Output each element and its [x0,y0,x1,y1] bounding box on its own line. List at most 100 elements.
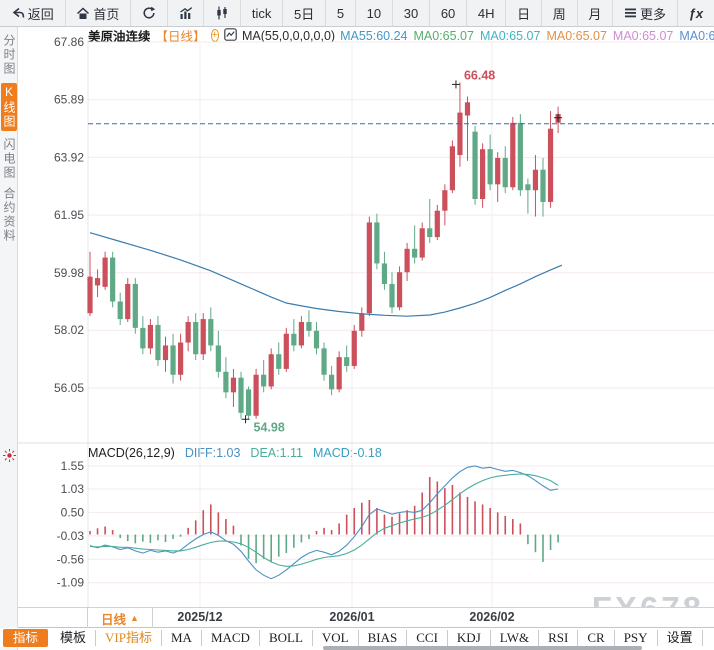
low-annotation: 54.98 [254,420,285,434]
period-badge: 【日线】 [155,30,206,43]
ma-legend-value: MA0:65.07 [546,28,607,43]
toolbar-item-week[interactable]: 周 [542,0,578,26]
tab-CCI[interactable]: CCI [407,629,448,646]
toolbar-item-back[interactable]: 返回 [0,0,66,26]
macd-axis-tick: -0.03 [57,529,85,543]
tab-模板[interactable]: 模板 [51,629,97,646]
tab-指标[interactable]: 指标 [3,628,49,647]
tab-MACD[interactable]: MACD [202,629,260,646]
candle-body [102,257,108,287]
toolbar-item-label: 周 [552,6,566,22]
macd-axis-tick: -1.09 [57,576,85,590]
tab-设置[interactable]: 设置 [658,629,703,646]
candle-body [502,157,508,188]
candle-body [230,377,237,393]
candle-body [404,248,410,273]
tab-VOL[interactable]: VOL [313,629,359,646]
toolbar-item-refresh[interactable] [131,0,168,26]
toolbar-item-h4[interactable]: 4H [467,0,507,26]
toolbar-item-home[interactable]: 首页 [66,0,132,26]
tab-LW&[interactable]: LW& [491,629,540,646]
toolbar-item-fx[interactable]: ƒx [678,0,714,26]
candle-body [472,131,478,199]
symbol-title: 美原油连续 [88,30,151,43]
tab-RSI[interactable]: RSI [539,629,579,646]
toolbar-item-label: 首页 [93,6,120,22]
indicator-tabbar: 指标 模板 VIP指标 MA MACD BOLL VOL BIAS CCI KDJ LW& RSI CR… [0,628,714,647]
candle-body [125,283,131,320]
candle-body [313,330,320,349]
macd-formula: MACD(26,12,9) [88,446,175,460]
candle-body [193,322,199,355]
candle-body [434,210,440,238]
indicator-chart-icon [224,28,237,43]
candle-body [344,357,350,366]
toolbar-item-label: 4H [477,5,495,21]
candle-body [117,301,123,320]
candle-body [200,319,206,355]
toolbar-item-m10[interactable]: 10 [356,0,393,26]
price-axis-tick: 59.98 [54,266,84,280]
candle-body [336,357,342,390]
tab-KDJ[interactable]: KDJ [448,629,491,646]
candle-body [306,322,312,331]
candle-body [298,322,304,346]
toolbar-item-month[interactable]: 月 [578,0,614,26]
tab-VIP指标[interactable]: VIP指标 [96,629,162,646]
toolbar-item-day[interactable]: 日 [506,0,542,26]
sidebar-item-3[interactable]: 合约资料 [2,187,16,243]
macd-diff-value: DIFF:1.03 [184,446,241,460]
macd-axis-tick: 1.03 [61,482,85,496]
toolbar-item-label: 日 [517,6,531,22]
price-axis-tick: 67.86 [54,35,84,49]
top-toolbar: 返回 首页 tick 5日 5 10 30 60 4H 日 周 月 更多 ƒx [0,0,714,27]
toolbar-item-tick[interactable]: tick [241,0,284,26]
tab-CR[interactable]: CR [578,629,615,646]
toolbar-item-m60[interactable]: 60 [430,0,468,26]
candle-body [291,333,297,346]
ma-legend-value: MA0:65.07 [479,28,541,43]
toolbar-item-5d[interactable]: 5日 [283,0,327,26]
candle-body [464,102,471,116]
candle-body [442,190,448,211]
toolbar-item-candle-chart[interactable] [204,0,242,26]
candle-body [427,228,433,238]
tab-MA[interactable]: MA [162,629,202,646]
toolbar-item-label: 返回 [27,6,54,22]
candle-body [351,330,357,366]
bar-chart-icon [179,6,193,20]
macd-macd-value: MACD:-0.18 [313,446,382,460]
home-icon [76,6,90,20]
candle-body [170,345,176,375]
macd-axis-tick: 0.50 [61,505,85,519]
sidebar-item-0[interactable]: 分时图 [2,34,16,76]
refresh-icon [142,6,156,20]
sidebar-item-1[interactable]: K线图 [1,83,17,131]
candle-body [487,149,493,185]
menu-icon [624,7,637,19]
period-dropdown[interactable]: 日线 ▲ [87,608,153,628]
tab-PSY[interactable]: PSY [615,629,658,646]
tab-BOLL[interactable]: BOLL [260,629,313,646]
back-arrow-icon [11,7,25,20]
ma55-line [89,232,563,317]
indicator-settings-sun-icon[interactable] [2,448,17,468]
toolbar-item-m5[interactable]: 5 [326,0,356,26]
toolbar-item-more[interactable]: 更多 [613,0,678,26]
tab-BIAS[interactable]: BIAS [359,629,408,646]
candle-body [178,342,184,375]
toolbar-item-volume-chart[interactable] [168,0,205,26]
candle-body [359,313,365,331]
candle-body [268,354,274,387]
candle-body [329,374,335,390]
x-axis-label: 2026/01 [329,610,375,624]
toolbar-item-m30[interactable]: 30 [393,0,431,26]
price-axis-tick: 63.92 [54,150,84,164]
candle-body [321,348,327,375]
horizontal-scrollbar[interactable] [323,646,642,650]
toolbar-item-label: 5 [336,5,345,21]
sidebar-item-2[interactable]: 闪电图 [2,138,16,180]
price-axis-tick: 58.02 [54,323,84,337]
